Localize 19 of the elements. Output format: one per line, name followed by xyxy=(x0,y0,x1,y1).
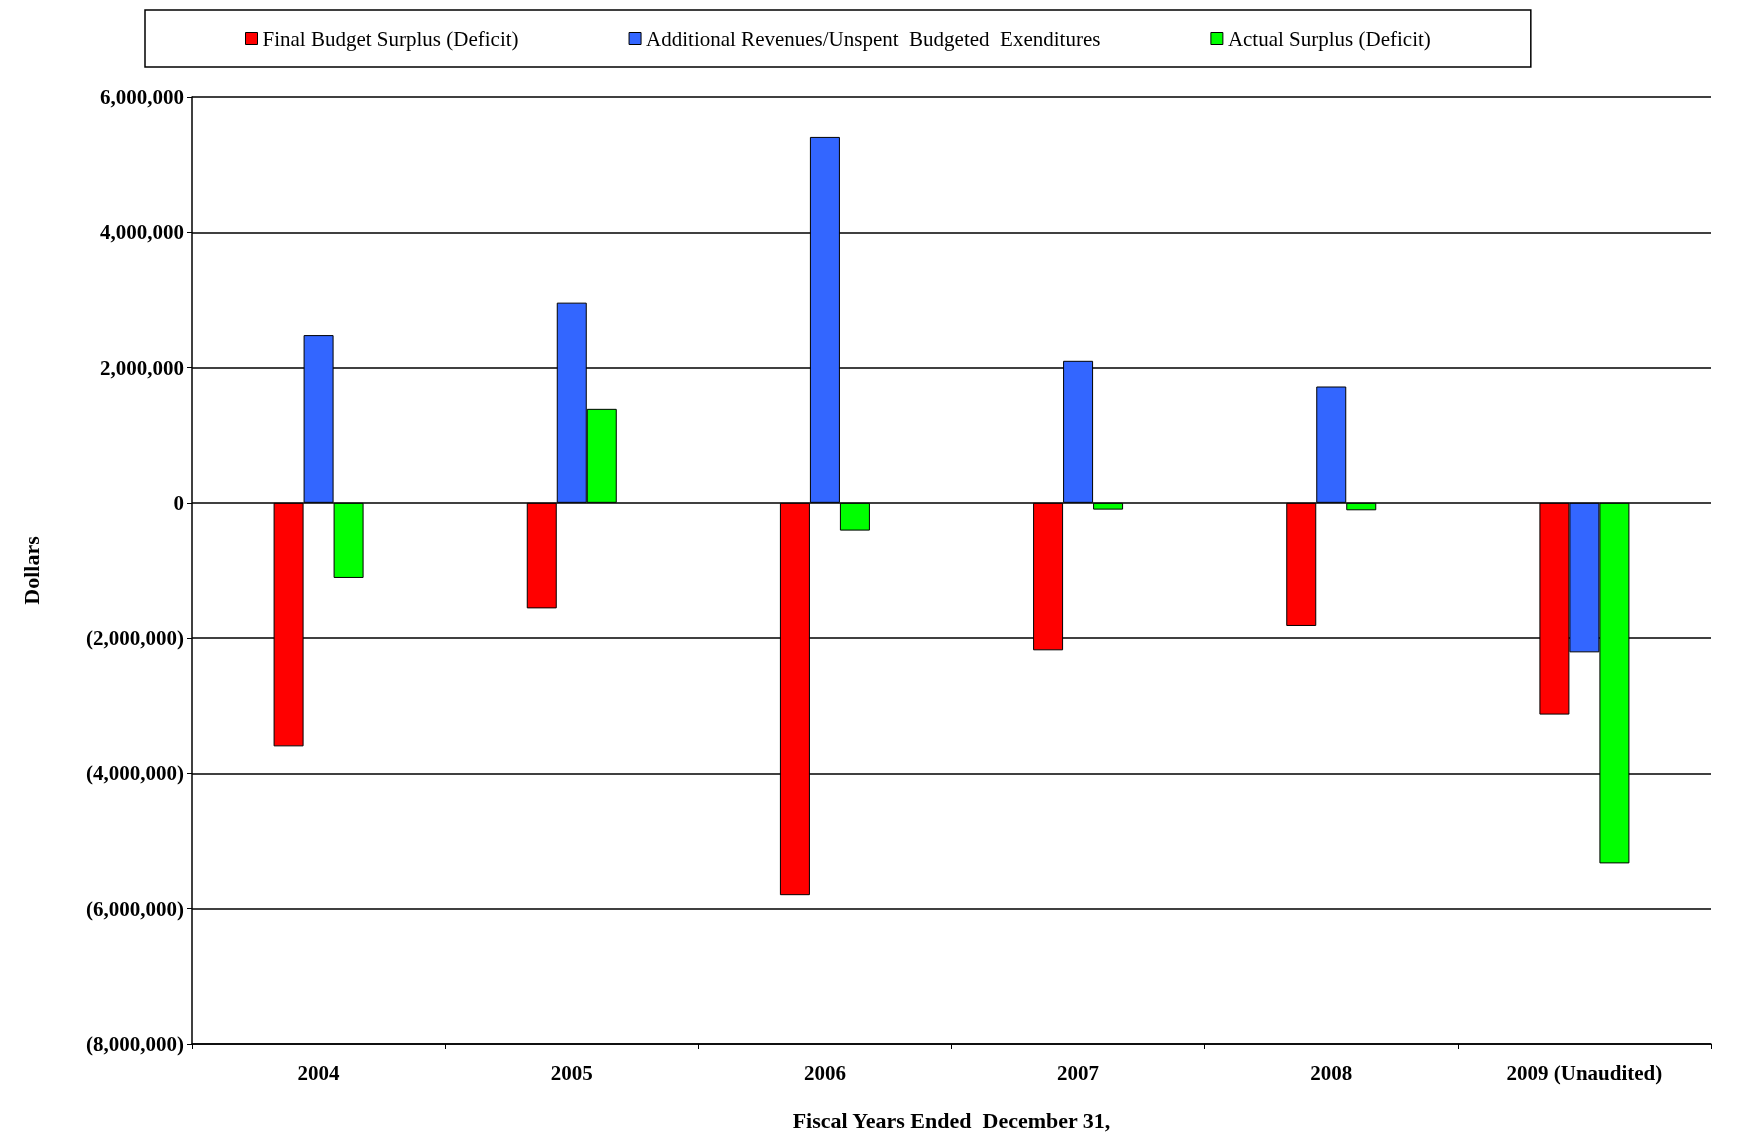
legend-label: Actual Surplus (Deficit) xyxy=(1227,26,1431,51)
y-tick-label: (2,000,000) xyxy=(86,626,184,651)
legend-label: Additional Revenues/Unspent Budgeted Exenditures xyxy=(646,26,1101,51)
legend-label: Final Budget Surplus (Deficit) xyxy=(262,26,519,51)
x-tick-label: 2009 (Unaudited) xyxy=(1506,1060,1663,1085)
y-tick-label: (8,000,000) xyxy=(86,1032,184,1056)
y-axis-title: Dollars xyxy=(18,535,44,605)
x-tick-label: 2007 xyxy=(1057,1060,1100,1085)
y-tick-label: 2,000,000 xyxy=(100,355,184,380)
y-tick-label: (4,000,000) xyxy=(86,761,184,786)
x-tick-label: 2005 xyxy=(550,1060,593,1085)
y-tick-label: 4,000,000 xyxy=(100,220,184,245)
x-axis-title: Fiscal Years Ended December 31, xyxy=(792,1107,1111,1133)
x-tick-label: 2004 xyxy=(297,1060,341,1085)
y-tick-label: 6,000,000 xyxy=(100,85,184,109)
y-tick-label: (6,000,000) xyxy=(86,896,184,921)
x-tick-label: 2008 xyxy=(1310,1060,1353,1085)
y-tick-label: 0 xyxy=(173,490,184,515)
x-tick-label: 2006 xyxy=(803,1060,846,1085)
